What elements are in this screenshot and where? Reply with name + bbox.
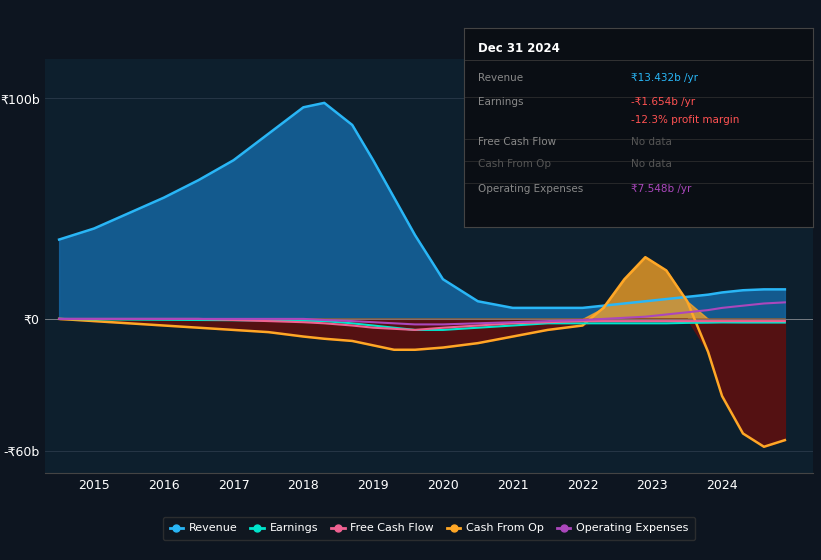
Text: Free Cash Flow: Free Cash Flow	[478, 137, 556, 147]
Text: Revenue: Revenue	[478, 73, 523, 83]
Text: No data: No data	[631, 137, 672, 147]
Text: Earnings: Earnings	[478, 96, 523, 106]
Text: Dec 31 2024: Dec 31 2024	[478, 42, 560, 55]
Text: No data: No data	[631, 159, 672, 169]
Text: ₹13.432b /yr: ₹13.432b /yr	[631, 73, 699, 83]
Legend: Revenue, Earnings, Free Cash Flow, Cash From Op, Operating Expenses: Revenue, Earnings, Free Cash Flow, Cash …	[163, 517, 695, 540]
Text: Cash From Op: Cash From Op	[478, 159, 551, 169]
Text: ₹7.548b /yr: ₹7.548b /yr	[631, 184, 692, 194]
Text: -₹1.654b /yr: -₹1.654b /yr	[631, 96, 695, 106]
Text: Operating Expenses: Operating Expenses	[478, 184, 583, 194]
Text: -12.3% profit margin: -12.3% profit margin	[631, 115, 740, 125]
